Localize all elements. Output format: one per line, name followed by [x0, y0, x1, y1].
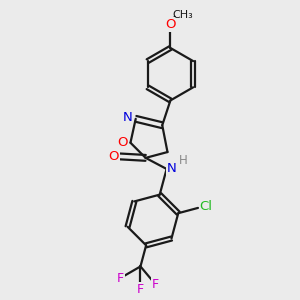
Text: N: N: [167, 162, 177, 175]
Text: CH₃: CH₃: [173, 10, 194, 20]
Text: O: O: [108, 150, 119, 163]
Text: F: F: [117, 272, 124, 285]
Text: N: N: [123, 111, 132, 124]
Text: F: F: [137, 283, 144, 296]
Text: F: F: [152, 278, 159, 291]
Text: H: H: [179, 154, 188, 167]
Text: Cl: Cl: [200, 200, 213, 213]
Text: O: O: [117, 136, 128, 149]
Text: O: O: [165, 18, 176, 31]
